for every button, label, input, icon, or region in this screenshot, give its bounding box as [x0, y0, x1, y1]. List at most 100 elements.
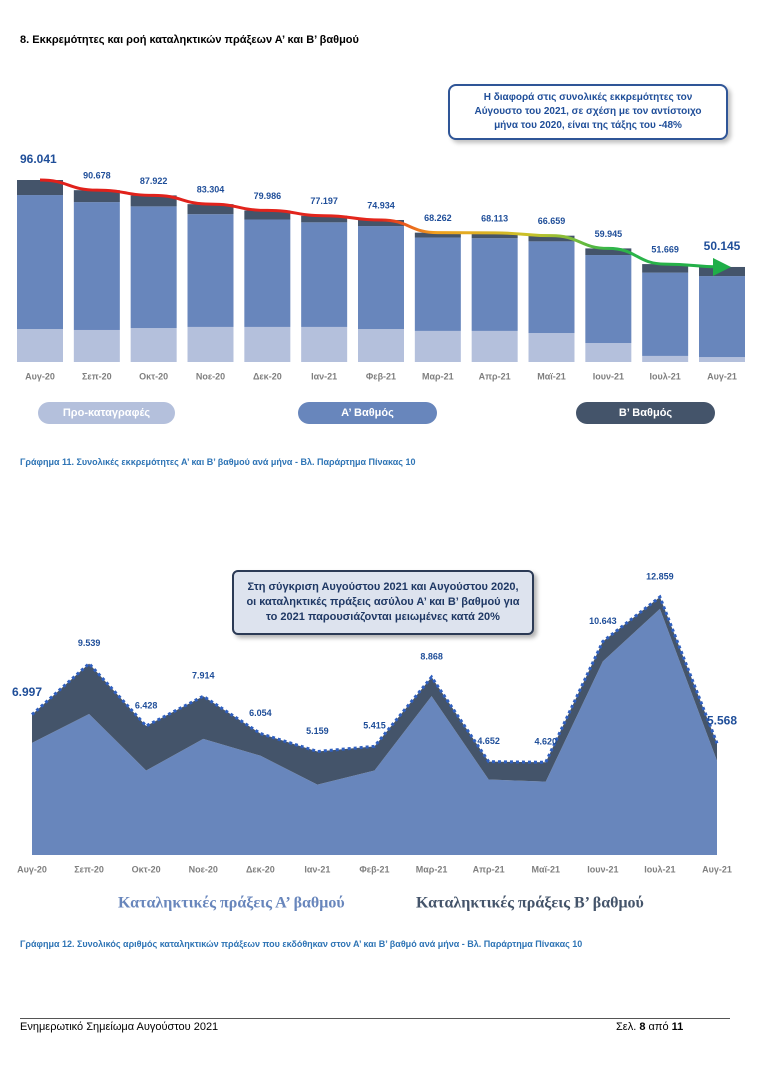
- footer-rule: [20, 1018, 730, 1019]
- bar-segment: [244, 210, 291, 220]
- x-tick-label: Ιαν-21: [311, 371, 337, 381]
- bar-segment: [187, 204, 234, 215]
- legend-pill: [298, 402, 437, 424]
- x-tick-label: Αυγ-20: [25, 371, 55, 381]
- page-number: Σελ. 8 από 11: [616, 1021, 683, 1033]
- area: [32, 597, 717, 785]
- x-tick-label: Αυγ-21: [707, 371, 737, 381]
- data-label: 4.652: [477, 736, 500, 746]
- x-tick-label: Μαρ-21: [422, 371, 454, 381]
- x-tick-label: Σεπ-20: [82, 371, 112, 381]
- data-label: 96.041: [20, 152, 57, 166]
- bar-segment: [585, 248, 632, 256]
- bar-segment: [358, 329, 404, 362]
- data-label: 8.868: [420, 651, 443, 661]
- footer-title: Ενημερωτικό Σημείωμα Αυγούστου 2021: [20, 1021, 219, 1033]
- bar-segment: [414, 237, 461, 331]
- data-label: 9.539: [78, 638, 101, 648]
- x-tick-label: Δεκ-20: [246, 864, 275, 874]
- legend-pill: [38, 402, 175, 424]
- data-label: 68.262: [424, 213, 452, 223]
- bar-segment: [414, 330, 461, 362]
- x-tick-label: Ιουν-21: [593, 371, 624, 381]
- trend-line: [39, 178, 731, 276]
- bar-segment: [471, 330, 518, 362]
- data-label: 66.659: [538, 216, 566, 226]
- x-tick-label: Φεβ-21: [366, 371, 396, 381]
- x-tick-label: Απρ-21: [479, 371, 511, 381]
- bar-segment: [17, 329, 63, 362]
- bar-segment: [642, 355, 689, 362]
- bar-segment: [301, 215, 348, 223]
- data-label: 74.934: [367, 200, 395, 210]
- caption: Γράφημα 12. Συνολικός αριθμός καταληκτικ…: [20, 939, 583, 949]
- area: [32, 608, 717, 855]
- bar-segment: [642, 272, 689, 356]
- text: Σελ.: [616, 1021, 637, 1033]
- bar-segment: [130, 328, 177, 362]
- bar-segment: [301, 222, 348, 327]
- x-tick-label: Μαϊ-21: [537, 371, 566, 381]
- bar-segment: [187, 214, 234, 327]
- bar-segment: [17, 180, 63, 196]
- x-tick-label: Αυγ-21: [702, 864, 732, 874]
- x-tick-label: Ιουλ-21: [644, 864, 675, 874]
- x-tick-label: Μαρ-21: [416, 864, 448, 874]
- caption: Γράφημα 11. Συνολικές εκκρεμότητες Α’ κα…: [20, 457, 416, 467]
- bar-segment: [699, 276, 745, 358]
- data-label: 5.415: [363, 721, 386, 731]
- total-line: [31, 594, 719, 764]
- data-label: 83.304: [197, 185, 225, 195]
- text: 8: [639, 1021, 646, 1033]
- x-tick-label: Νοε-20: [189, 864, 218, 874]
- bar-segment: [528, 241, 575, 334]
- data-label: 68.113: [481, 213, 508, 223]
- x-tick-label: Νοε-20: [196, 371, 225, 381]
- bar-segment: [187, 326, 234, 362]
- legend-label: Καταληκτικές πράξεις Α’ βαθμού: [118, 895, 345, 912]
- data-label: 7.914: [192, 671, 215, 681]
- data-label: 5.159: [306, 726, 329, 736]
- x-tick-label: Ιουν-21: [587, 864, 618, 874]
- x-tick-label: Δεκ-20: [253, 371, 282, 381]
- legend-label: Καταληκτικές πράξεις Β’ βαθμού: [416, 895, 644, 912]
- data-label: 10.643: [589, 616, 617, 626]
- x-tick-label: Μαϊ-21: [531, 864, 560, 874]
- bar-segment: [244, 326, 291, 362]
- bar-segment: [73, 190, 120, 203]
- text: 11: [671, 1021, 684, 1033]
- x-tick-label: Ιουλ-21: [650, 371, 681, 381]
- x-tick-label: Οκτ-20: [139, 371, 168, 381]
- bar-segment: [17, 195, 63, 330]
- legend-label: Προ-καταγραφές: [63, 407, 151, 419]
- x-tick-label: Οκτ-20: [132, 864, 161, 874]
- bar-segment: [585, 255, 632, 344]
- bar-segment: [244, 219, 291, 327]
- x-tick-label: Αυγ-20: [17, 864, 47, 874]
- data-label: 59.945: [595, 229, 623, 239]
- legend-label: Α’ Βαθμός: [341, 407, 394, 419]
- bar-segment: [414, 232, 461, 238]
- bar-segment: [358, 226, 404, 330]
- data-label: 6.054: [249, 708, 272, 718]
- annotation: Η διαφορά στις συνολικές εκκρεμότητες το…: [448, 84, 728, 140]
- x-tick-label: Ιαν-21: [304, 864, 330, 874]
- data-label: 5.568: [707, 713, 737, 727]
- bar-segment: [528, 235, 575, 242]
- bar-segment: [471, 232, 518, 239]
- legend-label: Β’ Βαθμός: [619, 407, 673, 419]
- bar-segment: [642, 264, 689, 273]
- text: από: [648, 1021, 669, 1033]
- data-label: 6.428: [135, 700, 158, 710]
- data-label: 90.678: [83, 171, 111, 181]
- data-label: 4.620: [534, 737, 557, 747]
- bar-segment: [130, 195, 177, 207]
- x-tick-label: Σεπ-20: [74, 864, 104, 874]
- heading: 8. Εκκρεμότητες και ροή καταληκτικών πρά…: [20, 34, 359, 46]
- data-label: 12.859: [646, 571, 674, 581]
- bar-segment: [301, 326, 348, 362]
- bar-segment: [699, 357, 745, 362]
- chart-2: Αυγ-20 6.997 Σεπ-20 9.539 Οκτ-20 6.428 Νοε-20 7…: [12, 571, 737, 912]
- data-label: 50.145: [704, 239, 741, 253]
